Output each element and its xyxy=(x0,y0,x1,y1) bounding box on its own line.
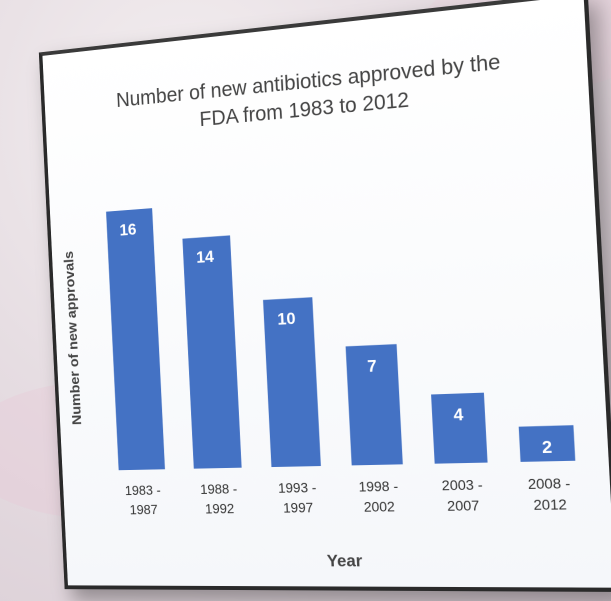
x-tick-label-1-1: 1992 xyxy=(205,501,235,517)
x-tick-label-3-0: 1998 - xyxy=(358,478,398,495)
data-label-2: 10 xyxy=(277,310,296,330)
x-tick-label-4-0: 2003 - xyxy=(441,477,483,494)
bars-group: 16 1983 - 1987 14 1988 - 1992 10 1993 - 1997 7 199… xyxy=(106,208,576,517)
y-axis-label: Number of new approvals xyxy=(62,251,85,426)
bar-0 xyxy=(106,208,165,471)
bar-2 xyxy=(263,297,321,468)
chart-card: Number of new antibiotics approved by th… xyxy=(38,0,611,592)
data-label-0: 16 xyxy=(119,220,137,239)
data-label-4: 4 xyxy=(453,405,464,425)
data-label-1: 14 xyxy=(196,248,214,267)
bar-chart: Number of new antibiotics approved by th… xyxy=(62,51,576,571)
x-tick-label-1-0: 1988 - xyxy=(200,481,238,497)
bar-1 xyxy=(182,235,242,469)
bar-5 xyxy=(518,425,576,462)
x-tick-label-5-0: 2008 - xyxy=(527,475,570,492)
data-label-3: 7 xyxy=(367,357,377,376)
bar-3 xyxy=(345,344,403,466)
x-tick-label-0-0: 1983 - xyxy=(125,482,162,498)
x-tick-label-2-0: 1993 - xyxy=(278,480,317,496)
data-label-5: 2 xyxy=(541,438,552,458)
x-tick-label-3-1: 2002 xyxy=(363,499,395,515)
x-tick-label-4-1: 2007 xyxy=(447,497,480,514)
x-tick-label-5-1: 2012 xyxy=(533,496,567,513)
x-tick-label-0-1: 1987 xyxy=(129,502,158,517)
x-axis-label: Year xyxy=(326,552,363,571)
bar-4 xyxy=(431,392,488,464)
x-tick-label-2-1: 1997 xyxy=(283,500,314,516)
